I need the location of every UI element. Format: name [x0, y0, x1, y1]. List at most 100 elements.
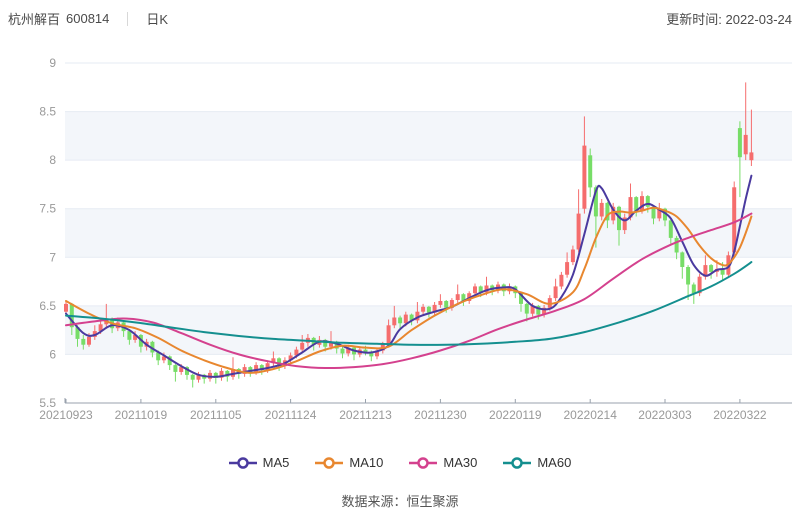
candle-down[interactable] [75, 327, 80, 339]
candle-up[interactable] [196, 374, 201, 380]
candle-down[interactable] [409, 314, 414, 321]
candle-up[interactable] [179, 367, 184, 372]
candle-up[interactable] [576, 213, 581, 250]
candle-up[interactable] [415, 311, 420, 321]
candle-down[interactable] [680, 252, 685, 267]
candle-up[interactable] [611, 206, 616, 221]
legend-item-ma5[interactable]: MA5 [228, 455, 289, 470]
candle-down[interactable] [737, 128, 742, 158]
candle-down[interactable] [674, 237, 679, 253]
candle-up[interactable] [98, 324, 103, 332]
candle-up[interactable] [403, 314, 408, 324]
candle-up[interactable] [271, 358, 276, 364]
candle-down[interactable] [277, 358, 282, 367]
candle-down[interactable] [225, 370, 230, 377]
candle-up[interactable] [530, 305, 535, 314]
candle-down[interactable] [461, 294, 466, 301]
candle-up[interactable] [622, 217, 627, 231]
candle-down[interactable] [720, 268, 725, 275]
candle-up[interactable] [288, 355, 293, 361]
legend-item-ma60[interactable]: MA60 [503, 455, 571, 470]
candle-up[interactable] [732, 187, 737, 253]
candle-down[interactable] [709, 265, 714, 272]
plot-band [65, 208, 792, 258]
candle-up[interactable] [161, 356, 166, 361]
candle-down[interactable] [127, 331, 132, 340]
candle-up[interactable] [749, 152, 754, 161]
candle-down[interactable] [691, 284, 696, 294]
candle-down[interactable] [398, 317, 403, 324]
candle-up[interactable] [455, 294, 460, 300]
candle-down[interactable] [167, 356, 172, 366]
candle-down[interactable] [150, 341, 155, 353]
candle-down[interactable] [519, 293, 523, 304]
candle-up[interactable] [300, 342, 305, 350]
legend-item-ma30[interactable]: MA30 [409, 455, 477, 470]
candle-up[interactable] [392, 317, 397, 326]
candle-down[interactable] [651, 206, 656, 219]
candle-down[interactable] [686, 267, 691, 285]
candle-up[interactable] [657, 208, 662, 219]
candle-up[interactable] [432, 304, 437, 313]
candle-down[interactable] [156, 352, 161, 361]
candle-down[interactable] [588, 155, 593, 188]
candle-up[interactable] [254, 365, 259, 372]
candle-down[interactable] [617, 206, 621, 231]
candle-up[interactable] [346, 347, 351, 354]
candle-up[interactable] [553, 286, 558, 299]
ma30-legend-marker [409, 456, 438, 469]
candle-down[interactable] [593, 187, 598, 217]
candle-up[interactable] [242, 367, 247, 374]
candle-up[interactable] [570, 249, 575, 263]
candle-up[interactable] [743, 134, 748, 155]
candle-up[interactable] [565, 262, 570, 275]
candle-down[interactable] [369, 352, 374, 357]
candle-down[interactable] [259, 365, 264, 370]
candle-up[interactable] [219, 370, 224, 378]
candle-down[interactable] [334, 341, 339, 349]
candle-down[interactable] [668, 220, 673, 238]
candle-up[interactable] [582, 145, 587, 209]
candle-up[interactable] [703, 265, 708, 277]
legend-item-ma10[interactable]: MA10 [315, 455, 383, 470]
candle-down[interactable] [478, 286, 483, 293]
candle-up[interactable] [329, 341, 333, 347]
candle-down[interactable] [185, 367, 189, 375]
candle-up[interactable] [438, 301, 443, 305]
candle-down[interactable] [340, 348, 345, 354]
candle-up[interactable] [449, 300, 454, 308]
candle-up[interactable] [559, 274, 564, 287]
candle-up[interactable] [640, 196, 644, 211]
candle-down[interactable] [645, 196, 650, 207]
candle-up[interactable] [294, 349, 299, 356]
candle-down[interactable] [323, 339, 328, 347]
candle-down[interactable] [426, 306, 431, 313]
candle-down[interactable] [190, 374, 195, 380]
candle-up[interactable] [599, 202, 604, 217]
candle-up[interactable] [473, 286, 477, 294]
candle-down[interactable] [663, 208, 667, 221]
candle-up[interactable] [628, 197, 633, 218]
candle-down[interactable] [173, 365, 178, 372]
candle-up[interactable] [265, 363, 270, 370]
period-label[interactable]: 日K [146, 12, 169, 27]
candle-down[interactable] [524, 303, 529, 314]
candle-down[interactable] [634, 197, 639, 211]
candle-up[interactable] [386, 325, 391, 344]
candle-up[interactable] [87, 336, 91, 345]
candle-up[interactable] [64, 303, 68, 312]
candle-up[interactable] [421, 306, 426, 312]
candle-down[interactable] [605, 202, 610, 221]
candle-down[interactable] [444, 301, 449, 308]
candle-down[interactable] [81, 338, 86, 345]
candle-down[interactable] [213, 372, 218, 378]
candle-up[interactable] [697, 276, 702, 294]
candle-up[interactable] [133, 335, 138, 340]
candle-up[interactable] [375, 350, 379, 357]
candle-up[interactable] [484, 285, 489, 293]
candle-down[interactable] [363, 349, 368, 353]
candle-up[interactable] [542, 307, 547, 315]
candle-down[interactable] [536, 305, 541, 315]
candle-down[interactable] [248, 367, 253, 372]
